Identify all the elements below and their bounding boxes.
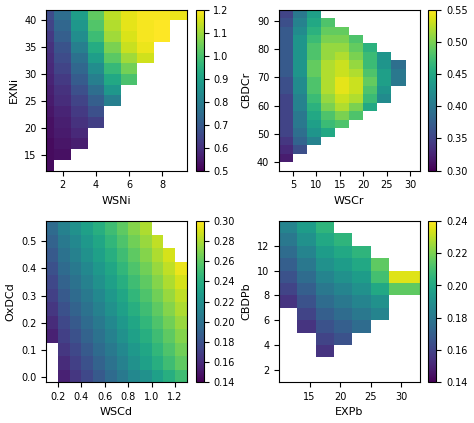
X-axis label: EXPb: EXPb (335, 407, 364, 418)
X-axis label: WSCd: WSCd (100, 407, 133, 418)
X-axis label: WSNi: WSNi (102, 196, 131, 206)
Y-axis label: OxDCd: OxDCd (6, 282, 16, 321)
Y-axis label: CBDCr: CBDCr (241, 72, 251, 108)
X-axis label: WSCr: WSCr (334, 196, 365, 206)
Y-axis label: EXNi: EXNi (9, 77, 18, 103)
Y-axis label: CBDPb: CBDPb (241, 283, 251, 321)
